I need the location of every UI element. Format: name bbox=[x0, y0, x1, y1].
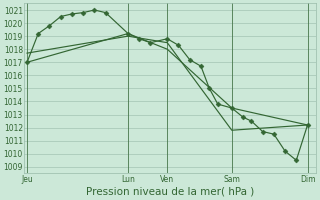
X-axis label: Pression niveau de la mer( hPa ): Pression niveau de la mer( hPa ) bbox=[86, 187, 254, 197]
